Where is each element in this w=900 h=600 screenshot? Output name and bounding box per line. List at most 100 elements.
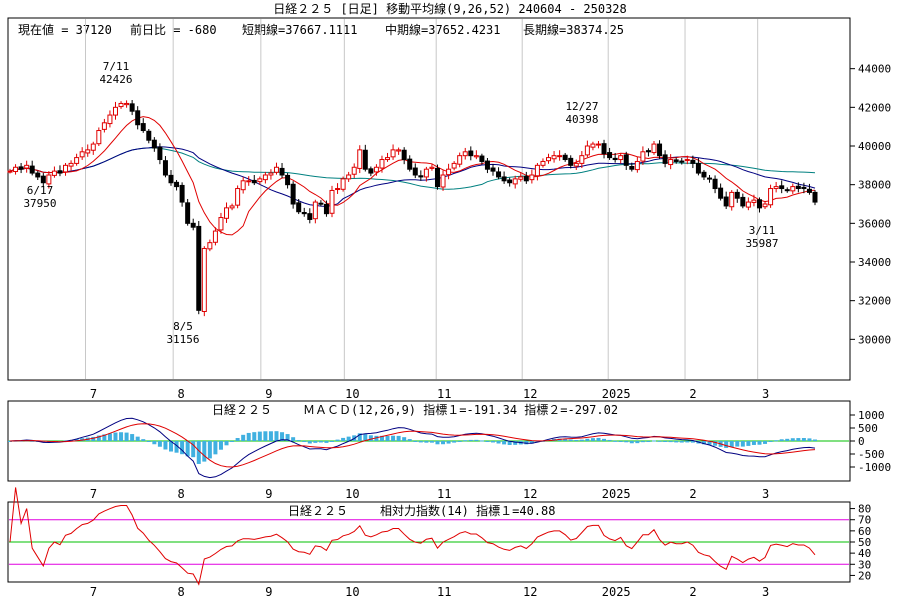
- histogram-bar: [574, 440, 579, 442]
- candle-body: [590, 143, 596, 148]
- x-axis-label: 9: [265, 487, 272, 501]
- x-axis-label: 11: [437, 487, 451, 501]
- candle-body: [135, 110, 141, 126]
- candle-body: [329, 189, 335, 214]
- candle-body: [46, 174, 52, 185]
- candle-body: [146, 130, 152, 141]
- candle-body: [196, 225, 202, 311]
- candle-body: [546, 157, 552, 162]
- annotation-value: 37950: [23, 197, 56, 210]
- candle-body: [668, 159, 674, 166]
- x-axis-label: 11: [437, 387, 451, 401]
- candle-body: [229, 205, 235, 209]
- x-axis-label: 10: [345, 487, 359, 501]
- histogram-bar: [668, 441, 673, 443]
- candle-body: [618, 155, 624, 161]
- macd-subtitle: ＭＡＣＤ(12,26,9) 指標１=-191.34 指標２=-297.02: [303, 402, 618, 417]
- macd-tick-label: -500: [858, 448, 885, 461]
- candle-body: [257, 178, 263, 183]
- candle-body: [307, 213, 313, 220]
- histogram-bar: [402, 437, 407, 441]
- candle-body: [174, 181, 180, 188]
- candle-body: [484, 160, 490, 170]
- macd-lines: [9, 417, 816, 479]
- histogram-bar: [590, 438, 595, 441]
- x-axis-label: 12: [523, 585, 537, 599]
- macd-title: 日経２２５: [212, 403, 272, 417]
- histogram-bar: [113, 432, 118, 441]
- candle-body: [51, 170, 57, 176]
- annotation-date: 6/17: [27, 184, 54, 197]
- candle-body: [279, 167, 285, 176]
- candle-body: [268, 172, 274, 176]
- candle-body: [246, 180, 252, 183]
- price-tick-label: 32000: [858, 295, 891, 308]
- histogram-bar: [396, 435, 401, 441]
- x-axis-label: 10: [345, 585, 359, 599]
- histogram-bar: [441, 441, 446, 445]
- histogram-bar: [785, 438, 790, 441]
- candle-body: [795, 185, 801, 190]
- candle-body: [773, 186, 779, 190]
- x-axis-label: 2: [689, 487, 696, 501]
- histogram-bar: [263, 431, 268, 441]
- histogram-bar: [246, 432, 251, 441]
- histogram-bar: [169, 441, 173, 452]
- candle-body: [301, 212, 307, 215]
- candle-body: [290, 183, 296, 205]
- candle-body: [124, 102, 130, 106]
- histogram-bar: [291, 437, 296, 441]
- candle-body: [273, 166, 279, 173]
- candle-body: [35, 172, 41, 178]
- rsi-bands: [9, 519, 849, 565]
- histogram-bar: [285, 434, 290, 441]
- histogram-bar: [529, 441, 534, 444]
- candle-body: [523, 176, 529, 182]
- candle-body: [551, 155, 557, 160]
- x-axis-label: 7: [90, 387, 97, 401]
- histogram-bar: [768, 441, 773, 442]
- x-axis-label: 8: [178, 387, 185, 401]
- candle-body: [579, 155, 585, 164]
- moving-average-lines: [9, 116, 816, 236]
- x-axis-label: 12: [523, 487, 537, 501]
- candle-body: [529, 174, 535, 181]
- candle-body: [90, 143, 96, 151]
- price-tick-label: 36000: [858, 217, 891, 230]
- histogram-bar: [740, 441, 745, 447]
- candle-body: [212, 230, 218, 243]
- histogram-bar: [379, 435, 384, 441]
- histogram-bar: [91, 436, 96, 441]
- candle-body: [568, 157, 574, 166]
- price-tick-label: 40000: [858, 140, 891, 153]
- candle-body: [801, 186, 807, 190]
- histogram-bar: [513, 441, 518, 445]
- candle-body: [573, 162, 579, 167]
- histogram-bar: [685, 441, 690, 443]
- candle-body: [695, 162, 701, 174]
- histogram-bar: [80, 438, 85, 441]
- annotation-value: 42426: [99, 73, 132, 86]
- histogram-bar: [729, 441, 734, 448]
- rsi-tick-label: 70: [858, 514, 871, 527]
- macd-tick-label: 1000: [858, 409, 885, 422]
- histogram-bar: [746, 441, 751, 446]
- histogram-bar: [602, 438, 607, 441]
- candle-body: [240, 180, 246, 191]
- histogram-bar: [280, 432, 285, 441]
- candle-body: [512, 178, 518, 185]
- candle-body: [429, 166, 435, 169]
- histogram-bar: [457, 441, 462, 442]
- histogram-bar: [135, 436, 140, 441]
- chart-title: 日経２２５ [日足] 移動平均線(9,26,52) 240604 - 25032…: [273, 1, 627, 16]
- histogram-bar: [191, 441, 196, 458]
- candle-body: [490, 167, 496, 172]
- histogram-bar: [102, 434, 107, 441]
- candle-body: [779, 185, 785, 190]
- annotation-date: 12/27: [565, 100, 598, 113]
- histogram-bar: [646, 441, 651, 442]
- rsi-subtitle: 相対力指数(14) 指標１=40.88: [380, 503, 555, 518]
- candle-body: [462, 151, 468, 157]
- histogram-bar: [330, 441, 334, 442]
